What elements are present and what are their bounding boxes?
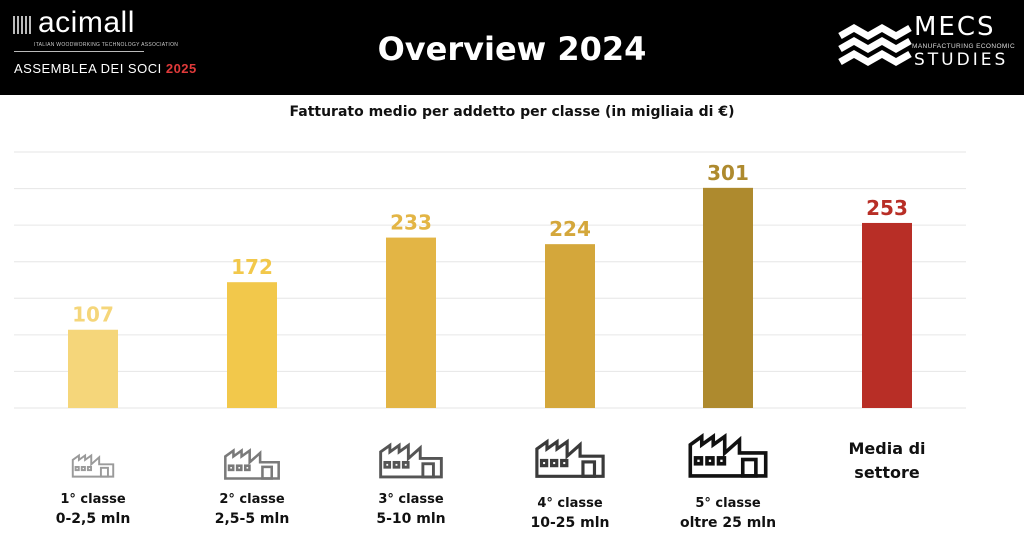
mecs-tagline: MANUFACTURING ECONOMIC: [912, 43, 1016, 50]
mecs-logo: MECS MANUFACTURING ECONOMIC STUDIES: [838, 12, 1018, 74]
category-label-line1: Media di: [848, 439, 926, 458]
factory-icon: [379, 442, 443, 479]
event-label: ASSEMBLEA DEI SOCI 2025: [14, 61, 197, 76]
category-label-line1: 4° classe: [537, 496, 603, 511]
category-label-line2: 0-2,5 mln: [55, 511, 131, 527]
bar: [386, 237, 436, 408]
category-label-line1: 5° classe: [695, 496, 761, 511]
acimall-logo: acimall ITALIAN WOODWORKING TECHNOLOGY A…: [12, 6, 196, 85]
data-label: 253: [866, 196, 908, 220]
acimall-mark-icon: [13, 16, 31, 34]
category-label-line2: 10-25 mln: [530, 515, 610, 531]
category-label: 5° classe oltre 25 mln: [658, 494, 798, 534]
category-label: 2° classe 2,5-5 mln: [182, 490, 322, 530]
bar: [68, 329, 118, 408]
category-label-line1: 1° classe: [60, 492, 126, 507]
factory-icon: [224, 448, 280, 480]
mecs-wave-icon: [838, 23, 912, 67]
bar: [227, 282, 277, 408]
data-label: 224: [549, 217, 591, 241]
acimall-wordmark: acimall: [38, 6, 135, 39]
data-label: 172: [231, 255, 273, 279]
acimall-divider: [14, 51, 144, 52]
data-label: 301: [707, 161, 749, 185]
category-label-line1: 3° classe: [378, 492, 444, 507]
bar: [862, 222, 912, 408]
category-label: 1° classe 0-2,5 mln: [23, 490, 163, 530]
category-label-line2: 2,5-5 mln: [214, 511, 290, 527]
category-label-line2: oltre 25 mln: [679, 515, 777, 531]
category-label: 4° classe 10-25 mln: [500, 494, 640, 534]
category-label-line2: 5-10 mln: [376, 511, 446, 527]
factory-icon: [688, 433, 768, 478]
category-label: Media di settore: [817, 437, 957, 485]
bar: [703, 187, 753, 408]
mecs-wordmark: MECS: [914, 12, 996, 42]
bar: [545, 244, 595, 408]
data-label: 233: [390, 211, 432, 235]
factory-icon: [71, 453, 115, 478]
page-title: Overview 2024: [377, 30, 647, 68]
acimall-tagline: ITALIAN WOODWORKING TECHNOLOGY ASSOCIATI…: [34, 42, 179, 48]
event-year: 2025: [165, 61, 197, 76]
factory-icon: [535, 438, 605, 478]
category-label: 3° classe 5-10 mln: [341, 490, 481, 530]
mecs-subname: STUDIES: [914, 50, 1009, 70]
header-bar: acimall ITALIAN WOODWORKING TECHNOLOGY A…: [0, 0, 1024, 95]
data-label: 107: [72, 303, 114, 327]
chart-title: Fatturato medio per addetto per classe (…: [289, 104, 735, 120]
category-label-line1: 2° classe: [219, 492, 285, 507]
category-label-line2: settore: [854, 463, 920, 482]
